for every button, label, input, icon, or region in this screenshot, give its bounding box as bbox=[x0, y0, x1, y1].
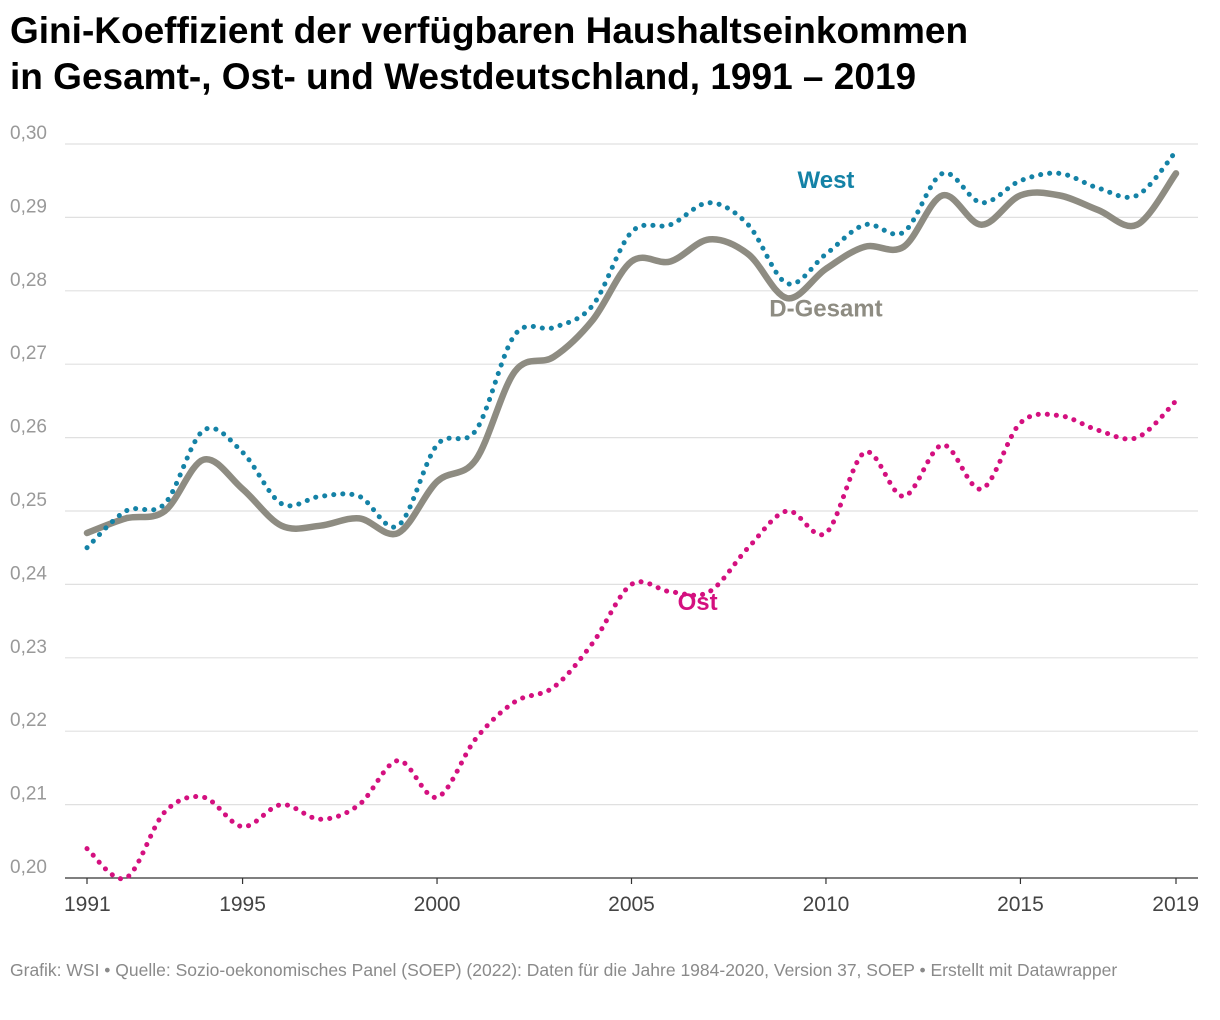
chart-title-line-1: Gini-Koeffizient der verfügbaren Haushal… bbox=[10, 10, 969, 51]
gridlines bbox=[65, 143, 1198, 879]
chart-footer: Grafik: WSI • Quelle: Sozio-oekonomische… bbox=[10, 960, 1118, 980]
chart-title-line-2: in Gesamt-, Ost- und Westdeutschland, 19… bbox=[10, 56, 917, 97]
series-line-d-gesamt bbox=[83, 170, 1180, 538]
y-tick-label: 0,21 bbox=[10, 784, 47, 805]
y-tick-label: 0,22 bbox=[10, 710, 47, 731]
series-label-west: West bbox=[798, 167, 855, 194]
y-tick-label: 0,20 bbox=[10, 857, 47, 878]
x-tick-label: 2005 bbox=[608, 893, 655, 916]
y-tick-label: 0,27 bbox=[10, 343, 47, 364]
series-labels: Ost D-Gesamt West bbox=[678, 167, 883, 616]
chart-title: Gini-Koeffizient der verfügbaren Haushal… bbox=[10, 8, 1210, 100]
x-tick-label: 1995 bbox=[219, 893, 266, 916]
series-line-ost bbox=[84, 398, 1179, 882]
series-label-d-gesamt: D-Gesamt bbox=[769, 295, 882, 322]
x-tick-label: 2015 bbox=[997, 893, 1044, 916]
x-tick-label: 2010 bbox=[803, 893, 850, 916]
series-lines bbox=[83, 148, 1180, 882]
y-tick-label: 0,29 bbox=[10, 196, 47, 217]
line-chart: 0,30 0,29 0,28 0,27 0,26 0,25 0,24 0,23 0,22 0,21… bbox=[10, 123, 1199, 916]
x-tick-label: 2000 bbox=[414, 893, 461, 916]
y-tick-label: 0,30 bbox=[10, 123, 47, 144]
x-tick-label: 1991 bbox=[64, 893, 111, 916]
series-label-ost: Ost bbox=[678, 589, 718, 616]
x-tick-label: 2019 bbox=[1152, 893, 1199, 916]
series-line-west bbox=[84, 148, 1179, 551]
y-tick-label: 0,25 bbox=[10, 490, 47, 511]
x-axis-ticks: 1991 1995 2000 2005 2010 2015 2019 bbox=[64, 878, 1199, 916]
y-tick-label: 0,26 bbox=[10, 417, 47, 438]
y-axis-ticks: 0,30 0,29 0,28 0,27 0,26 0,25 0,24 0,23 0,22 0,21… bbox=[10, 123, 47, 878]
y-tick-label: 0,28 bbox=[10, 270, 47, 291]
y-tick-label: 0,24 bbox=[10, 563, 47, 584]
y-tick-label: 0,23 bbox=[10, 637, 47, 658]
